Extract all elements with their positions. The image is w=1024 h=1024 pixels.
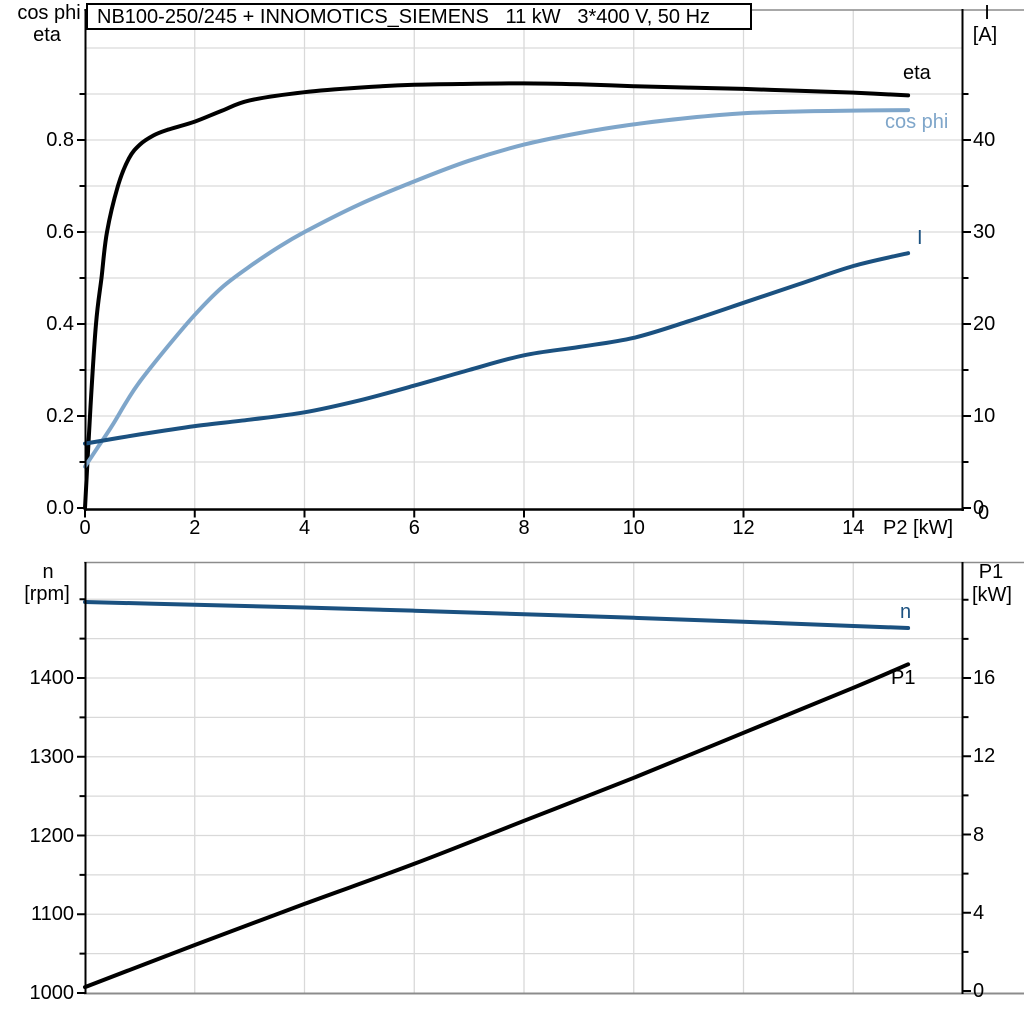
chart-title: NB100-250/245 + INNOMOTICS_SIEMENS 11 kW… <box>97 6 711 28</box>
right-tick-label: 10 <box>973 405 996 427</box>
x-tick-label: 6 <box>408 517 420 539</box>
right-tick-label: 0 <box>973 497 985 519</box>
right-tick-label: 12 <box>973 745 996 768</box>
speed-curve-label: n <box>900 601 912 623</box>
left-tick-label: 0.8 <box>46 129 74 151</box>
x-tick-label: 8 <box>518 517 530 539</box>
top-panel <box>77 9 1024 518</box>
x-tick-label: 2 <box>189 517 201 539</box>
right-tick-label: 8 <box>973 823 985 846</box>
right-axis-title-p1: P1 <box>978 561 1004 583</box>
right-tick-label: 0 <box>973 980 985 1002</box>
x-tick-label: 4 <box>298 517 311 539</box>
left-axis-unit-rpm: [rpm] <box>24 583 70 605</box>
left-axis-title-cos-phi: cos phi <box>17 2 81 24</box>
left-axis-title-speed: n <box>42 561 54 583</box>
right-axis-title-current: I <box>984 2 990 24</box>
right-tick-label: 30 <box>973 221 996 243</box>
left-axis-title-eta: eta <box>33 24 61 46</box>
left-tick-label: 0.4 <box>46 313 74 335</box>
left-tick-label: 1300 <box>29 745 75 768</box>
left-tick-label: 1100 <box>30 903 74 926</box>
I-curve <box>83 251 911 446</box>
P1-curve <box>83 662 911 990</box>
right-tick-label: 16 <box>973 667 996 689</box>
right-tick-label: 4 <box>973 901 985 924</box>
bottom-panel <box>77 561 1024 995</box>
left-tick-label: 0.2 <box>46 405 74 427</box>
eta-curve <box>83 81 911 510</box>
x-axis-label: P2 [kW] <box>883 517 954 539</box>
x-tick-label: 12 <box>732 517 755 539</box>
left-tick-label: 0.6 <box>46 221 74 243</box>
cos_phi-curve <box>83 108 911 469</box>
right-axis-unit-kw: [kW] <box>972 584 1012 606</box>
current-curve-label: I <box>917 227 923 249</box>
left-tick-label: 1200 <box>29 824 75 847</box>
x-tick-label: 10 <box>622 517 645 539</box>
x-tick-label: 0 <box>79 517 91 539</box>
current-axis-zero-label: 0 <box>978 502 990 524</box>
right-tick-label: 20 <box>973 313 996 335</box>
left-tick-label: 1400 <box>29 667 75 689</box>
x-tick-label: 14 <box>842 517 865 539</box>
right-tick-label: 40 <box>973 129 996 151</box>
right-axis-unit-ampere: [A] <box>972 24 998 46</box>
n-curve <box>83 600 911 630</box>
eta-curve-label: eta <box>903 62 931 84</box>
chart-title-box: NB100-250/245 + INNOMOTICS_SIEMENS 11 kW… <box>86 3 752 30</box>
left-tick-label: 1000 <box>29 982 75 1004</box>
left-tick-label: 0.0 <box>46 497 74 519</box>
cos-phi-curve-label: cos phi <box>885 111 949 133</box>
p1-curve-label: P1 <box>891 667 916 689</box>
